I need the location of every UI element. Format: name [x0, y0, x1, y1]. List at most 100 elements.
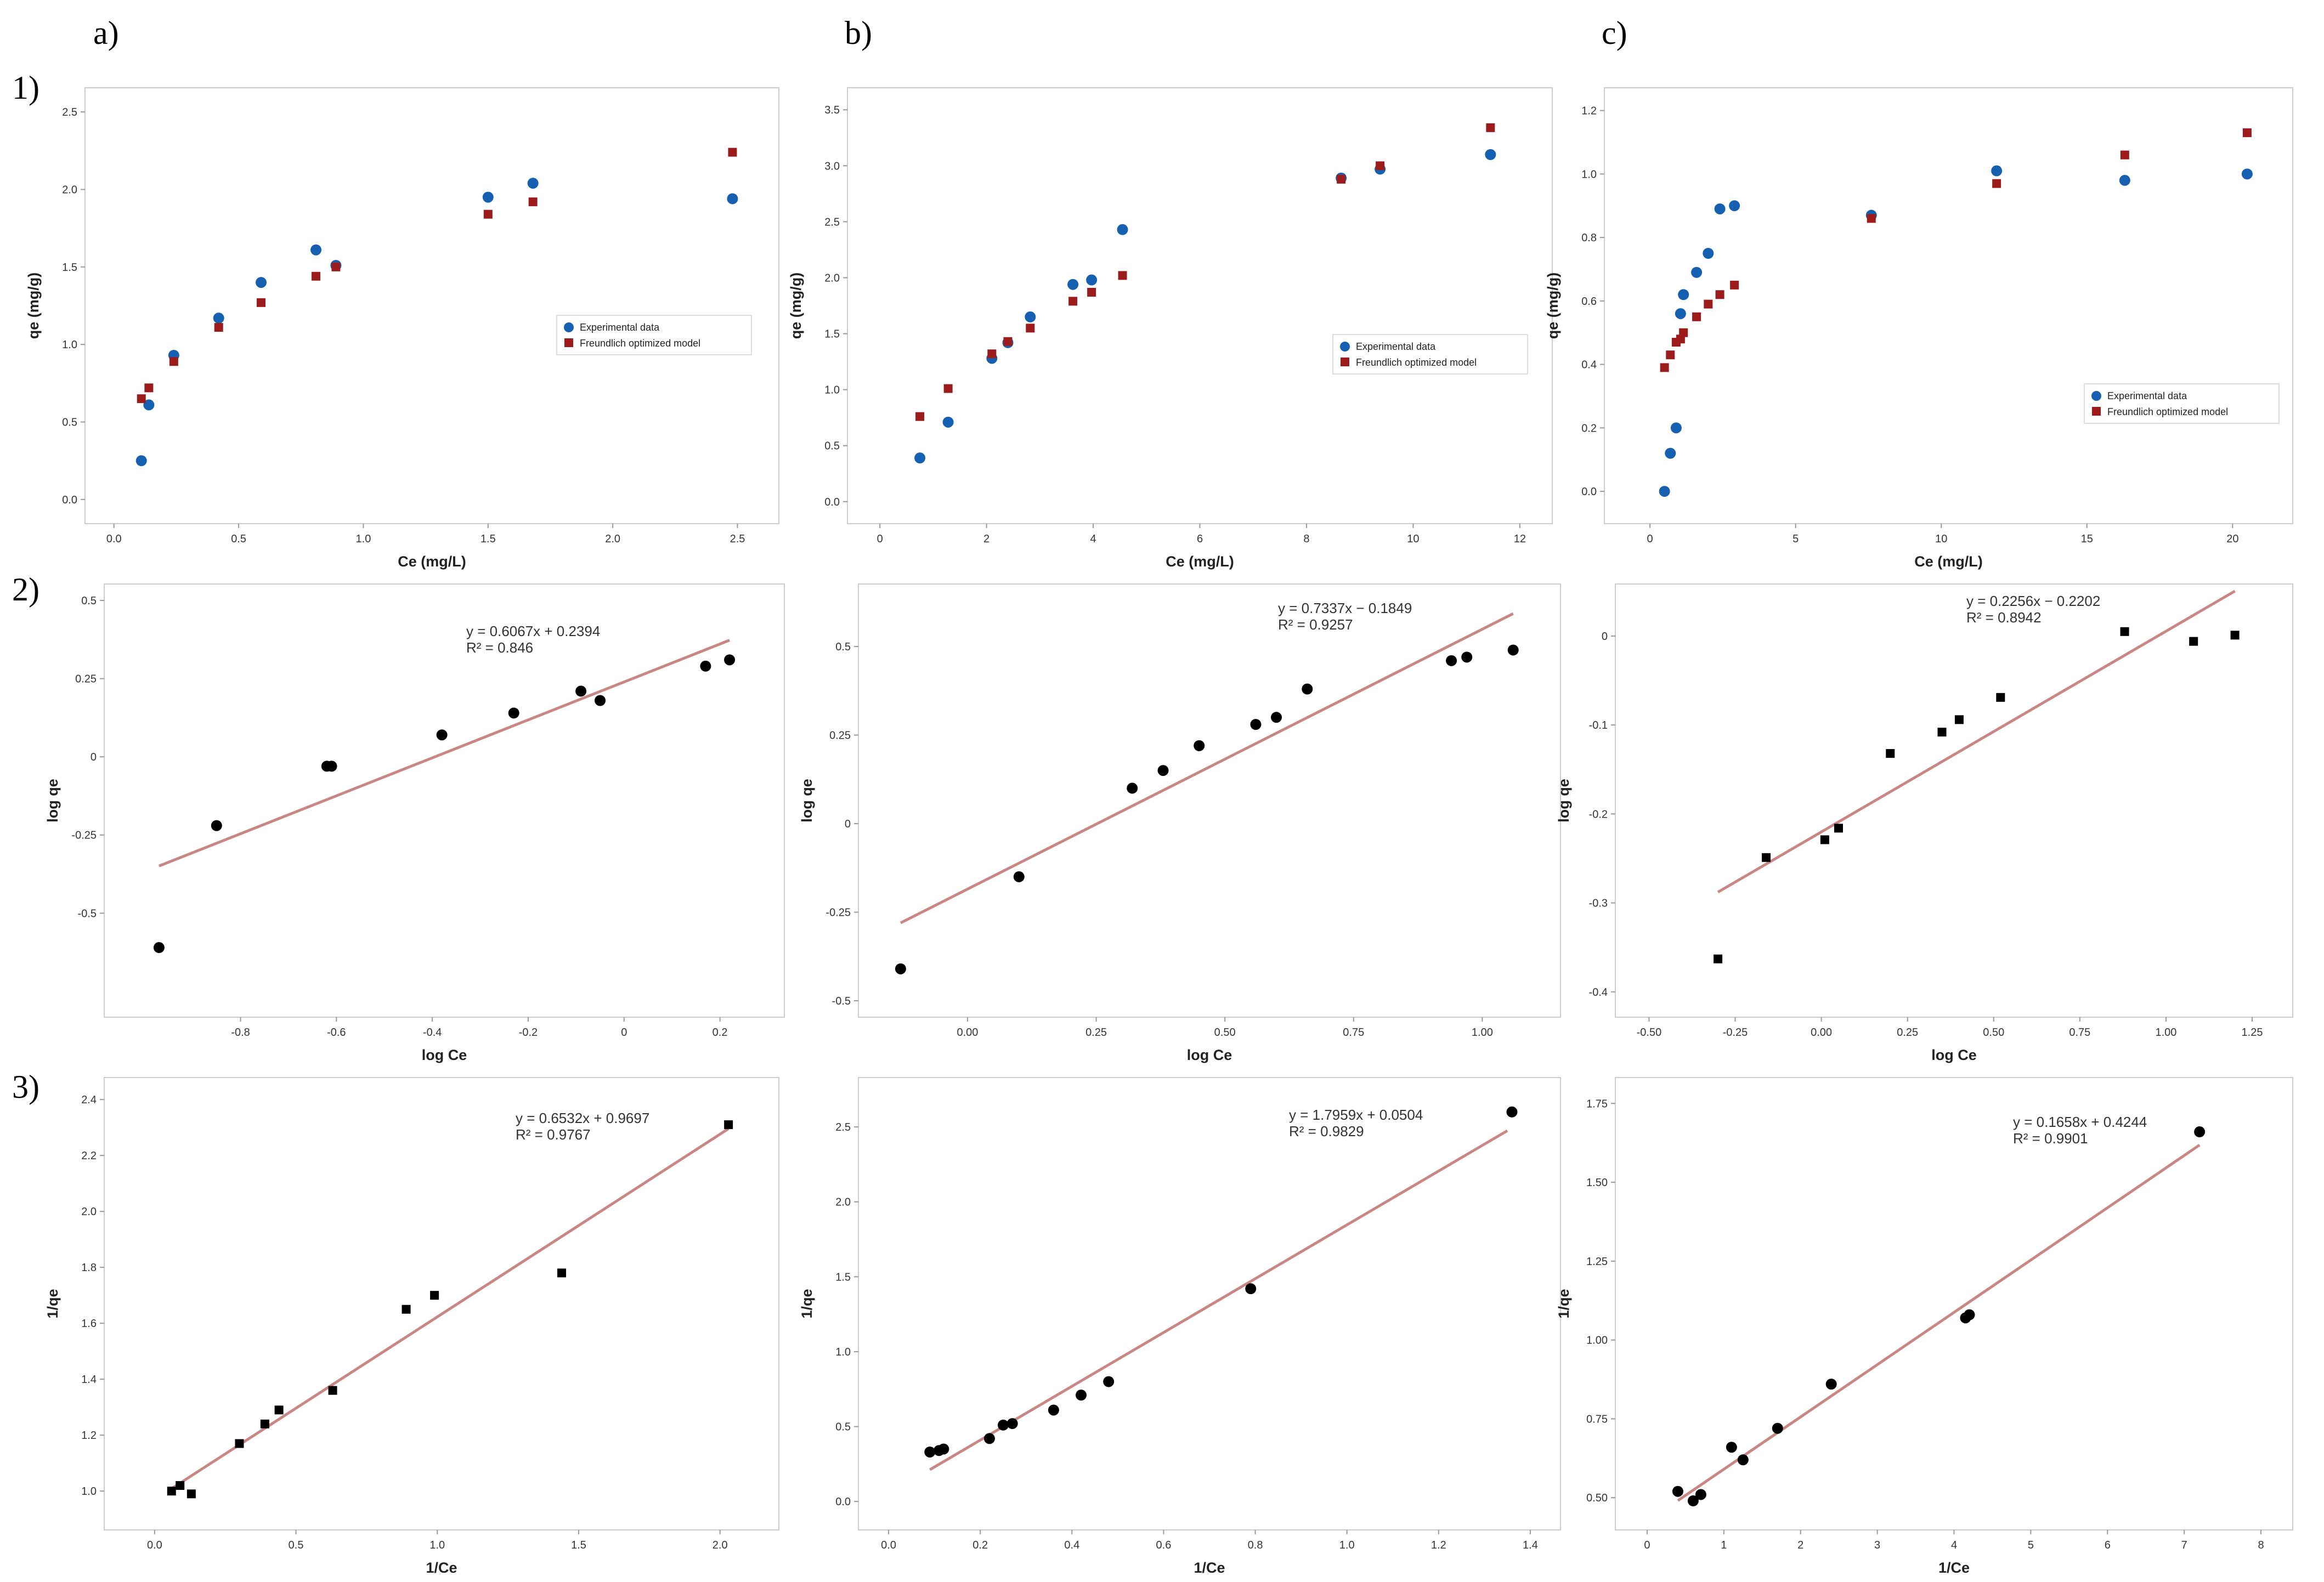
data-point — [1271, 712, 1282, 723]
data-point — [211, 820, 222, 831]
y-tick-label: 1.25 — [1586, 1256, 1608, 1268]
plot-frame — [1615, 1077, 2293, 1530]
data-point — [1737, 1454, 1749, 1466]
y-tick-label: -0.5 — [78, 908, 97, 920]
data-point — [943, 384, 953, 393]
x-tick-label: 0.50 — [1214, 1027, 1236, 1039]
fit-equation: y = 0.6532x + 0.9697 — [516, 1110, 649, 1126]
fit-equation: y = 0.1658x + 0.4244 — [2013, 1114, 2147, 1130]
data-point — [1825, 1379, 1837, 1390]
data-point — [1337, 174, 1346, 184]
x-axis-title: Ce (mg/L) — [398, 553, 466, 570]
x-tick-label: 1.5 — [571, 1539, 586, 1551]
data-point — [983, 1433, 995, 1444]
y-tick-label: 1.50 — [1586, 1177, 1608, 1189]
chart-panel-3a: 0.0 0.5 1.0 1.5 2.0 1.0 1.2 1.4 1.6 1.8 2.0 2.2 2.4 1… — [44, 1077, 779, 1576]
chart-panel-2b: 0.00 0.25 0.50 0.75 1.00 -0.5 -0.25 0 0.25 0.5 log… — [799, 583, 1561, 1063]
data-point — [1991, 165, 2003, 177]
legend-label-model: Freundlich optimized model — [2107, 406, 2228, 417]
legend-square-marker — [2092, 407, 2101, 416]
x-axis-title: log Ce — [422, 1047, 467, 1063]
x-tick-label: 1.25 — [2242, 1027, 2263, 1039]
y-tick-label: 0.0 — [835, 1496, 851, 1508]
x-tick-label: 0 — [621, 1027, 627, 1039]
x-tick-label: 2 — [1797, 1539, 1803, 1551]
x-tick-label: 7 — [2181, 1539, 2187, 1551]
data-point — [1672, 1485, 1683, 1497]
data-point — [1996, 693, 2005, 702]
column-label-c: c) — [1602, 15, 1627, 51]
x-tick-label: -0.6 — [327, 1027, 346, 1039]
y-tick-label: 2.5 — [824, 216, 840, 228]
x-tick-label: 10 — [1407, 533, 1419, 545]
y-tick-label: 1.0 — [1581, 168, 1597, 180]
data-point — [1157, 765, 1169, 776]
x-axis-title: 1/Ce — [426, 1560, 457, 1576]
trendline — [929, 1129, 1508, 1471]
x-tick-label: 15 — [2081, 533, 2093, 545]
x-tick-label: 1 — [1721, 1539, 1727, 1551]
data-point — [1714, 203, 1726, 214]
data-point — [1729, 200, 1740, 212]
y-tick-label: 2.0 — [81, 1206, 97, 1218]
y-tick-label: -0.3 — [1589, 898, 1608, 910]
data-point — [2119, 174, 2130, 186]
data-point — [1660, 363, 1669, 372]
data-point — [1834, 824, 1844, 833]
data-point — [2120, 150, 2129, 160]
x-tick-label: 2.5 — [730, 533, 745, 545]
y-tick-label: -0.4 — [1589, 986, 1608, 999]
y-tick-label: 1.0 — [62, 339, 77, 351]
data-point — [1506, 1106, 1518, 1118]
data-point — [214, 323, 223, 332]
y-tick-label: 0.50 — [1586, 1492, 1608, 1504]
x-tick-label: 0.00 — [957, 1027, 978, 1039]
data-point — [1992, 179, 2001, 188]
data-point — [1086, 274, 1098, 286]
y-tick-label: 1.5 — [835, 1271, 851, 1283]
y-tick-label: 0 — [845, 818, 851, 830]
y-axis-title: log qe — [799, 779, 815, 823]
data-point — [483, 209, 493, 219]
data-point — [2230, 631, 2240, 640]
x-axis-title: 1/Ce — [1938, 1560, 1970, 1576]
y-tick-label: 1.0 — [81, 1485, 97, 1498]
x-tick-label: 1.2 — [1431, 1539, 1446, 1551]
data-point — [1048, 1404, 1059, 1416]
x-axis-title: 1/Ce — [1194, 1560, 1225, 1576]
plot-frame — [847, 87, 1553, 524]
data-point — [1025, 311, 1036, 322]
y-tick-label: 2.5 — [835, 1121, 851, 1133]
x-tick-label: 0.0 — [106, 533, 122, 545]
x-tick-label: -0.8 — [231, 1027, 250, 1039]
column-label-a: a) — [93, 15, 119, 51]
y-tick-label: 0.8 — [1581, 232, 1597, 244]
fit-equation: y = 1.7959x + 0.0504 — [1289, 1107, 1423, 1123]
data-point — [1704, 299, 1713, 309]
y-tick-label: 2.4 — [81, 1094, 97, 1106]
x-tick-label: 0.50 — [1983, 1027, 2004, 1039]
y-tick-label: 1.8 — [81, 1262, 97, 1274]
data-point — [235, 1439, 244, 1448]
x-axis-title: log Ce — [1931, 1047, 1977, 1063]
data-point — [1675, 308, 1686, 319]
data-point — [2120, 627, 2129, 636]
plot-frame — [104, 583, 785, 1018]
r-squared: R² = 0.8942 — [1966, 609, 2042, 626]
legend-label-experimental: Experimental data — [580, 322, 660, 333]
y-tick-label: 1.2 — [1581, 105, 1597, 117]
data-point — [1485, 149, 1496, 160]
x-tick-label: 12 — [1514, 533, 1526, 545]
fit-equation: y = 0.6067x + 0.2394 — [466, 623, 600, 639]
data-point — [1726, 1442, 1737, 1453]
legend-circle-marker — [1340, 342, 1350, 351]
y-axis-title: qe (mg/g) — [788, 273, 804, 339]
data-point — [895, 963, 906, 974]
y-tick-label: 0.25 — [75, 673, 97, 685]
data-point — [2241, 168, 2253, 180]
y-tick-label: 0.5 — [62, 417, 77, 429]
data-point — [1461, 651, 1473, 663]
data-point — [153, 942, 165, 954]
x-tick-label: 0.75 — [2069, 1027, 2090, 1039]
